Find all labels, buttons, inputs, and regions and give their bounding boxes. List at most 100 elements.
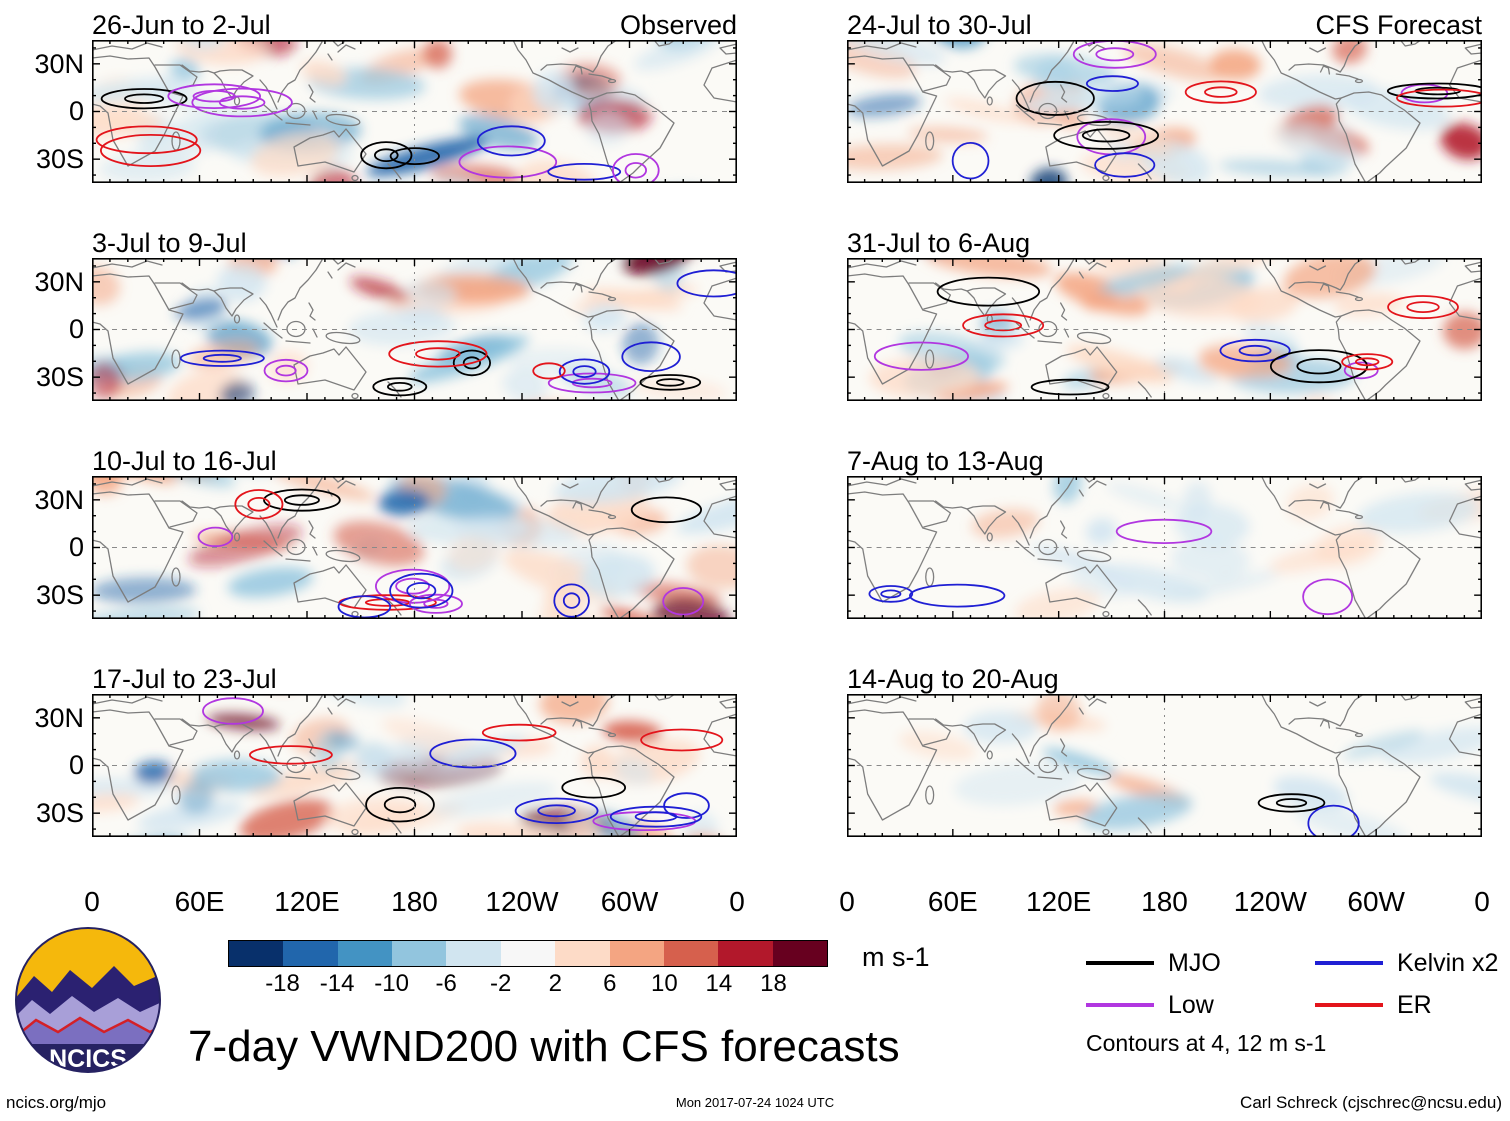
colorbar-tick: -2 xyxy=(490,970,512,997)
footer-url: ncics.org/mjo xyxy=(6,1093,107,1112)
legend-label: Kelvin x2 xyxy=(1397,948,1499,977)
panel-title: 3-Jul to 9-Jul xyxy=(92,228,247,258)
y-tick-label: 30N xyxy=(34,485,84,515)
y-tick-label: 30N xyxy=(34,267,84,297)
y-tick-label: 30S xyxy=(35,580,84,610)
y-tick-label: 30S xyxy=(35,362,84,392)
x-tick-label: 0 xyxy=(729,886,745,917)
map-wrap xyxy=(847,476,1482,619)
colorbar-tick: -10 xyxy=(374,970,409,997)
colorbar-tick: 6 xyxy=(603,970,617,997)
legend-entry-kelvin: Kelvin x2 xyxy=(1315,949,1498,978)
x-tick-label: 120W xyxy=(1233,886,1307,917)
colorbar-segment xyxy=(500,941,556,966)
colorbar-segment xyxy=(609,941,664,966)
panel-forecast-4: 14-Aug to 20-Aug xyxy=(847,660,1500,837)
x-tick-label: 60W xyxy=(1347,886,1405,917)
x-tick-label: 60E xyxy=(927,886,978,917)
legend-entry-er: ER xyxy=(1315,991,1498,1020)
panel-header: 10-Jul to 16-Jul xyxy=(92,442,737,476)
legend: MJO Kelvin x2 Low ER xyxy=(1086,942,1498,1026)
x-tick-label: 120W xyxy=(485,886,559,917)
contour-levels-note: Contours at 4, 12 m s-1 xyxy=(1086,1030,1327,1056)
colorbar-segment xyxy=(555,941,610,966)
legend-label: ER xyxy=(1397,990,1432,1019)
colorbar-segment xyxy=(337,941,393,966)
panel-header: 3-Jul to 9-Jul xyxy=(92,224,737,258)
map-wrap xyxy=(847,694,1482,837)
y-tick-label: 30S xyxy=(35,798,84,828)
panel-header: 26-Jun to 2-Jul Observed xyxy=(92,6,737,40)
legend-entry-low: Low xyxy=(1086,991,1315,1020)
colorbar-segment xyxy=(392,941,447,966)
mjo-line-swatch xyxy=(1086,961,1154,965)
x-tick-label: 180 xyxy=(1141,886,1188,917)
panel-title: 17-Jul to 23-Jul xyxy=(92,664,277,694)
panel-title: 31-Jul to 6-Aug xyxy=(847,228,1031,258)
forecast-column: 24-Jul to 30-Jul CFS Forecast 31-Jul to … xyxy=(747,6,1500,924)
y-tick-label: 0 xyxy=(68,314,84,344)
x-tick-label: 180 xyxy=(391,886,438,917)
colorbar-segment xyxy=(663,941,719,966)
x-axis-forecast: 0 60E 120E 180 120W 60W 0 xyxy=(839,878,1490,924)
anomaly-map xyxy=(92,694,737,837)
colorbar-units: m s-1 xyxy=(862,942,930,972)
map-wrap: 30N 0 30S xyxy=(34,476,737,619)
panel-header: 7-Aug to 13-Aug xyxy=(847,442,1482,476)
figure-footer: NCICS -18 -14 -10 -6 -2 2 6 10 14 18 m s-1 MJO Ke… xyxy=(0,924,1510,1117)
colorbar-labels: -18 -14 -10 -6 -2 2 6 10 14 18 xyxy=(228,967,828,997)
map-wrap xyxy=(847,258,1482,401)
anomaly-map xyxy=(847,258,1482,401)
x-tick-label: 60W xyxy=(600,886,659,917)
panel-forecast-3: 7-Aug to 13-Aug xyxy=(847,442,1500,619)
y-tick-label: 0 xyxy=(68,96,84,126)
panel-header: 24-Jul to 30-Jul CFS Forecast xyxy=(847,6,1482,40)
column-header-observed: Observed xyxy=(619,10,737,40)
x-tick-label: 0 xyxy=(839,886,855,917)
panel-observed-2: 3-Jul to 9-Jul 30N 0 30S xyxy=(10,224,747,401)
panel-header: 17-Jul to 23-Jul xyxy=(92,660,737,694)
panel-header: 14-Aug to 20-Aug xyxy=(847,660,1482,694)
anomaly-map xyxy=(847,476,1482,619)
colorbar-tick: 14 xyxy=(705,970,733,997)
kelvin-line-swatch xyxy=(1315,961,1383,965)
low-line-swatch xyxy=(1086,1003,1154,1007)
panel-title: 10-Jul to 16-Jul xyxy=(92,446,277,476)
colorbar-tick: 10 xyxy=(651,970,678,997)
colorbar-segment xyxy=(446,941,501,966)
x-tick-label: 120E xyxy=(274,886,340,917)
er-line-swatch xyxy=(1315,1003,1383,1007)
colorbar-segment xyxy=(229,941,284,966)
column-header-forecast: CFS Forecast xyxy=(1315,10,1482,40)
footer-author: Carl Schreck (cjschrec@ncsu.edu) xyxy=(1240,1093,1502,1112)
legend-label: Low xyxy=(1168,990,1214,1019)
panel-observed-4: 17-Jul to 23-Jul 30N 0 30S xyxy=(10,660,747,837)
map-wrap: 30N 0 30S xyxy=(34,40,737,183)
colorbar-tick: -14 xyxy=(319,970,355,997)
colorbar-tick: 18 xyxy=(760,970,787,997)
colorbar-wrap: -18 -14 -10 -6 -2 2 6 10 14 18 xyxy=(228,940,828,997)
x-tick-label: 0 xyxy=(84,886,100,917)
colorbar-segment xyxy=(772,941,827,966)
colorbar-tick: -6 xyxy=(435,970,457,997)
figure-panels: 26-Jun to 2-Jul Observed 30N 0 30S 3-Jul… xyxy=(10,6,1500,924)
y-tick-label: 0 xyxy=(68,750,84,780)
anomaly-map xyxy=(847,694,1482,837)
panel-observed-3: 10-Jul to 16-Jul 30N 0 30S xyxy=(10,442,747,619)
logo-text: NCICS xyxy=(49,1045,127,1073)
panel-header: 31-Jul to 6-Aug xyxy=(847,224,1482,258)
anomaly-map xyxy=(847,40,1482,183)
footer-timestamp: Mon 2017-07-24 1024 UTC xyxy=(675,1095,835,1110)
map-wrap xyxy=(847,40,1482,183)
x-tick-label: 60E xyxy=(174,886,225,917)
x-tick-label: 120E xyxy=(1025,886,1092,917)
legend-label: MJO xyxy=(1168,948,1221,977)
panel-forecast-2: 31-Jul to 6-Aug xyxy=(847,224,1500,401)
y-tick-label: 30S xyxy=(35,144,84,174)
colorbar-segment xyxy=(718,941,773,966)
panel-observed-1: 26-Jun to 2-Jul Observed 30N 0 30S xyxy=(10,6,747,183)
map-wrap: 30N 0 30S xyxy=(34,694,737,837)
anomaly-map xyxy=(92,40,737,183)
x-axis-observed: 0 60E 120E 180 120W 60W 0 xyxy=(84,878,745,924)
y-tick-label: 30N xyxy=(34,703,84,733)
